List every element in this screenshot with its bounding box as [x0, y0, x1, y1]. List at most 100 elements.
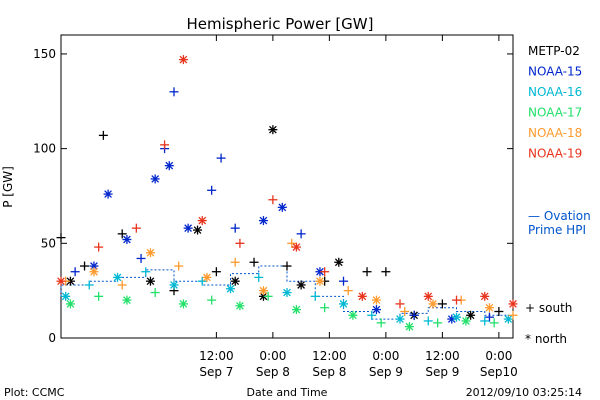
data-point — [503, 314, 513, 324]
data-point — [80, 261, 90, 271]
x-tick-label: 12:00 — [199, 349, 234, 363]
data-point — [508, 299, 518, 309]
legend-entry: NOAA-19 — [528, 147, 582, 161]
data-point — [136, 253, 146, 263]
data-point — [461, 316, 471, 326]
data-point — [480, 316, 490, 326]
data-point — [164, 161, 174, 171]
data-point — [287, 238, 297, 248]
legend-entry: NOAA-18 — [528, 126, 582, 140]
x-tick-sublabel: Sep 8 — [312, 365, 346, 379]
data-point — [315, 276, 325, 286]
data-point — [357, 291, 367, 301]
data-point — [371, 305, 381, 315]
x-tick-sublabel: Sep 8 — [256, 365, 290, 379]
data-point — [254, 272, 264, 282]
x-tick-sublabel: Sep 7 — [199, 365, 233, 379]
data-point — [466, 310, 476, 320]
y-axis-ticks: 0 50 100 150 — [33, 47, 513, 345]
footer-timestamp: 2012/09/10 03:25:14 — [466, 386, 582, 399]
data-point — [169, 87, 179, 97]
data-point — [230, 257, 240, 267]
data-point — [320, 267, 330, 277]
data-point — [348, 310, 358, 320]
data-point — [197, 276, 207, 286]
plot-frame — [60, 34, 514, 339]
x-tick-label: 0:00 — [372, 349, 399, 363]
data-point — [174, 261, 184, 271]
data-point — [268, 125, 278, 135]
data-point — [169, 280, 179, 290]
data-point — [334, 257, 344, 267]
data-point — [484, 303, 494, 313]
data-point — [193, 225, 203, 235]
data-point — [65, 276, 75, 286]
data-point — [452, 312, 461, 322]
data-point — [131, 223, 141, 233]
x-tick-label: 0:00 — [259, 349, 286, 363]
data-point — [94, 291, 104, 301]
data-point — [56, 233, 66, 243]
data-point — [202, 272, 212, 282]
legend-entry: NOAA-16 — [528, 85, 582, 99]
data-point — [94, 242, 104, 252]
data-point — [423, 316, 433, 326]
data-point — [207, 185, 217, 195]
data-point — [452, 295, 461, 305]
data-point — [197, 216, 207, 226]
data-point — [70, 267, 80, 277]
data-point — [145, 276, 155, 286]
data-point — [428, 299, 438, 309]
data-point — [61, 291, 71, 301]
data-point — [178, 299, 188, 309]
data-point — [404, 322, 414, 332]
data-point — [258, 216, 268, 226]
data-point — [98, 130, 108, 140]
data-point — [230, 223, 240, 233]
data-point — [89, 261, 99, 271]
data-point — [178, 55, 188, 65]
data-point — [249, 257, 259, 267]
data-point — [216, 153, 226, 163]
data-point — [258, 286, 268, 296]
x-axis-ticks: 12:00 Sep 7 0:00 Sep 8 12:00 Sep 8 0:00 Sep 9 12… — [199, 35, 518, 379]
data-point — [103, 189, 113, 199]
data-point — [339, 276, 348, 286]
y-tick-label: 100 — [33, 142, 56, 156]
data-point — [113, 272, 122, 282]
data-point — [183, 223, 193, 233]
data-point — [367, 310, 377, 320]
data-point — [409, 310, 419, 320]
data-point — [362, 267, 372, 277]
legend-entry: NOAA-17 — [528, 106, 582, 120]
ovation-legend-line1: — Ovation — [528, 209, 591, 223]
data-point — [263, 291, 273, 301]
x-tick-label: 0:00 — [485, 349, 512, 363]
data-point — [122, 295, 132, 305]
ovation-legend-line2: Prime HPI — [528, 223, 586, 237]
data-point — [494, 306, 504, 316]
data-point — [150, 174, 160, 184]
data-point — [150, 288, 160, 298]
data-point — [400, 306, 410, 316]
data-point — [489, 318, 499, 328]
data-point — [395, 314, 405, 324]
x-tick-label: 12:00 — [312, 349, 347, 363]
data-point — [395, 299, 405, 309]
legend-north: * north — [525, 332, 567, 346]
data-point — [141, 267, 151, 277]
data-point — [376, 318, 386, 328]
ovation-hpi-line — [60, 265, 513, 320]
data-point — [480, 291, 490, 301]
data-point — [437, 299, 447, 309]
data-point — [235, 238, 245, 248]
data-point — [235, 301, 245, 311]
data-point — [343, 286, 353, 296]
x-tick-label: 12:00 — [425, 349, 460, 363]
data-point — [508, 310, 518, 320]
data-point — [207, 295, 217, 305]
data-point — [65, 299, 75, 309]
footer-credit: Plot: CCMC — [4, 386, 65, 399]
ovation-line-path — [60, 265, 513, 320]
